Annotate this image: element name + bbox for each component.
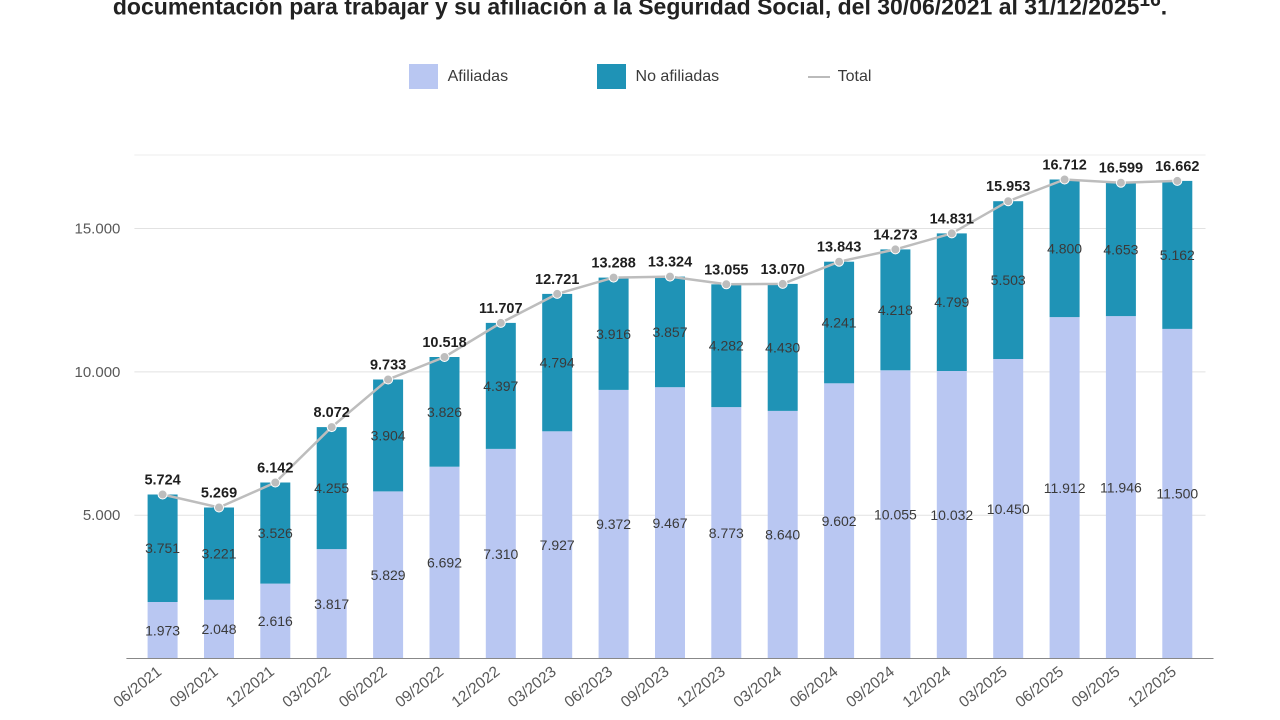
- svg-text:4.794: 4.794: [540, 355, 575, 371]
- svg-text:8.072: 8.072: [314, 405, 350, 421]
- svg-text:16.662: 16.662: [1155, 159, 1199, 175]
- svg-text:3.904: 3.904: [371, 428, 406, 444]
- svg-text:06/2025: 06/2025: [1012, 663, 1067, 711]
- svg-text:5.162: 5.162: [1160, 247, 1195, 263]
- svg-text:10.518: 10.518: [422, 335, 466, 351]
- svg-text:1.973: 1.973: [145, 622, 180, 638]
- svg-text:7.927: 7.927: [540, 537, 575, 553]
- svg-text:5.000: 5.000: [83, 507, 121, 524]
- svg-text:09/2022: 09/2022: [392, 663, 447, 711]
- svg-text:9.372: 9.372: [596, 516, 631, 532]
- svg-text:03/2022: 03/2022: [280, 663, 335, 711]
- svg-text:06/2021: 06/2021: [110, 663, 165, 711]
- svg-text:09/2024: 09/2024: [843, 663, 898, 711]
- svg-text:12/2021: 12/2021: [223, 663, 278, 711]
- svg-text:09/2023: 09/2023: [618, 663, 673, 711]
- svg-text:13.288: 13.288: [591, 256, 635, 272]
- svg-text:4.397: 4.397: [483, 378, 518, 394]
- svg-text:6.142: 6.142: [257, 461, 293, 477]
- svg-text:7.310: 7.310: [483, 546, 518, 562]
- svg-text:4.799: 4.799: [934, 294, 969, 310]
- svg-text:2.048: 2.048: [201, 621, 236, 637]
- svg-text:06/2023: 06/2023: [561, 663, 616, 711]
- svg-text:3.526: 3.526: [258, 525, 293, 541]
- svg-text:6.692: 6.692: [427, 555, 462, 571]
- svg-text:16.599: 16.599: [1099, 161, 1143, 177]
- svg-text:4.255: 4.255: [314, 480, 349, 496]
- svg-text:11.912: 11.912: [1044, 480, 1086, 496]
- svg-text:12/2022: 12/2022: [449, 663, 504, 711]
- svg-text:4.218: 4.218: [878, 302, 913, 318]
- svg-text:03/2025: 03/2025: [956, 663, 1011, 711]
- svg-text:14.273: 14.273: [873, 227, 917, 243]
- svg-text:15.953: 15.953: [986, 179, 1030, 195]
- svg-text:06/2024: 06/2024: [787, 663, 842, 711]
- svg-text:4.430: 4.430: [765, 339, 800, 355]
- svg-text:14.831: 14.831: [930, 211, 974, 227]
- svg-text:4.241: 4.241: [822, 315, 857, 331]
- svg-text:9.467: 9.467: [652, 515, 687, 531]
- svg-text:4.282: 4.282: [709, 338, 744, 354]
- svg-text:12/2024: 12/2024: [900, 663, 955, 711]
- svg-text:13.843: 13.843: [817, 240, 861, 256]
- svg-text:10.032: 10.032: [930, 507, 973, 523]
- svg-text:5.724: 5.724: [144, 473, 180, 489]
- svg-text:11.946: 11.946: [1100, 479, 1142, 495]
- svg-text:3.817: 3.817: [314, 596, 349, 612]
- svg-text:12/2025: 12/2025: [1125, 663, 1180, 711]
- svg-text:4.653: 4.653: [1103, 241, 1138, 257]
- svg-text:8.640: 8.640: [765, 527, 800, 543]
- svg-text:09/2025: 09/2025: [1069, 663, 1124, 711]
- svg-text:5.829: 5.829: [371, 567, 406, 583]
- svg-text:2.616: 2.616: [258, 613, 293, 629]
- svg-text:5.503: 5.503: [991, 272, 1026, 288]
- svg-text:3.826: 3.826: [427, 404, 462, 420]
- svg-text:12/2023: 12/2023: [674, 663, 729, 711]
- svg-text:15.000: 15.000: [75, 221, 121, 238]
- svg-text:13.055: 13.055: [704, 262, 748, 278]
- svg-text:9.602: 9.602: [822, 513, 857, 529]
- svg-text:16.712: 16.712: [1042, 158, 1086, 174]
- svg-text:3.751: 3.751: [145, 540, 180, 556]
- svg-text:09/2021: 09/2021: [167, 663, 222, 711]
- svg-text:5.269: 5.269: [201, 486, 237, 502]
- svg-text:03/2024: 03/2024: [731, 663, 786, 711]
- svg-text:03/2023: 03/2023: [505, 663, 560, 711]
- svg-text:3.857: 3.857: [652, 324, 687, 340]
- svg-text:10.450: 10.450: [987, 501, 1030, 517]
- svg-text:4.800: 4.800: [1047, 240, 1082, 256]
- svg-text:06/2022: 06/2022: [336, 663, 391, 711]
- svg-text:9.733: 9.733: [370, 358, 406, 374]
- svg-text:11.707: 11.707: [479, 301, 523, 317]
- svg-text:11.500: 11.500: [1156, 486, 1198, 502]
- svg-text:8.773: 8.773: [709, 525, 744, 541]
- svg-text:12.721: 12.721: [535, 272, 579, 288]
- svg-text:10.055: 10.055: [874, 506, 917, 522]
- svg-text:13.324: 13.324: [648, 255, 692, 271]
- svg-text:3.221: 3.221: [201, 546, 236, 562]
- svg-text:3.916: 3.916: [596, 326, 631, 342]
- svg-text:10.000: 10.000: [75, 364, 121, 381]
- svg-text:13.070: 13.070: [761, 262, 805, 278]
